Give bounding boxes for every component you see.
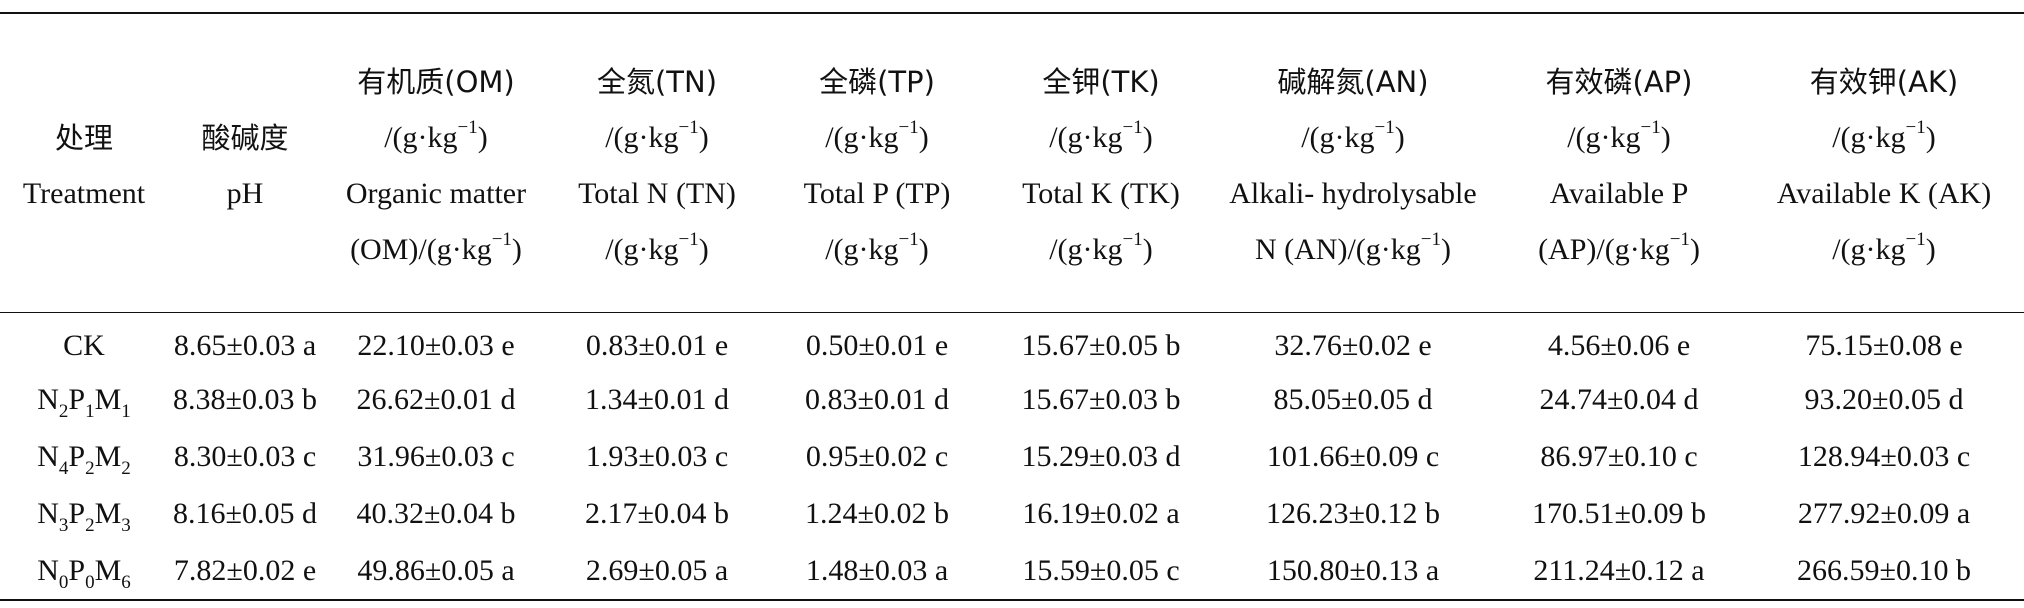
treatment-cell: N3P2M3 [37,496,131,536]
header-cn-label: 有机质(OM) [357,65,515,99]
header-unit-line: /(g·kg−1) [1049,117,1153,154]
value-cell: 7.82±0.02 e [168,542,322,601]
header-en-label: Available K (AK) [1776,177,1992,210]
soil-properties-table: 处理 Treatment 酸碱度 pH 有机质(OM) /(g·kg−1) Or… [0,12,2024,601]
value-cell: 0.83±0.01 d [805,382,949,416]
header-unit-line: /(g·kg−1) [1301,117,1405,154]
value-cell: 2.17±0.04 b [585,496,729,530]
value-cell: 16.19±0.02 a [1022,496,1180,530]
header-cn-label: 有效磷(AP) [1545,65,1693,99]
value-cell: 31.96±0.03 c [357,439,515,473]
header-unit-line: /(g·kg−1) [1832,229,1936,266]
header-unit-line: /(g·kg−1) [605,117,709,154]
value-cell: 0.83±0.01 e [585,329,729,362]
value-cell: 0.95±0.02 c [805,439,949,473]
table-row: N2P1M1 8.38±0.03 b 26.62±0.01 d 1.34±0.0… [0,371,2024,428]
value-cell: 211.24±0.12 a [1494,542,1744,601]
header-om: 有机质(OM) /(g·kg−1) Organic matter (OM)/(g… [322,12,550,313]
value-cell: 85.05±0.05 d [1273,382,1433,416]
header-unit-line: /(g·kg−1) [1567,117,1671,154]
value-cell: 266.59±0.10 b [1744,542,2024,601]
value-cell: 126.23±0.12 b [1266,496,1440,530]
treatment-cell: N2P1M1 [37,382,131,422]
value-cell: 101.66±0.09 c [1266,439,1440,473]
treatment-cell: N4P2M2 [37,439,131,479]
header-tp: 全磷(TP) /(g·kg−1) Total P (TP) /(g·kg−1) [764,12,990,313]
value-cell: 15.67±0.05 b [1021,329,1181,362]
table-row: N0P0M6 7.82±0.02 e 49.86±0.05 a 2.69±0.0… [0,542,2024,601]
header-unit-line: (AP)/(g·kg−1) [1538,229,1700,266]
value-cell: 32.76±0.02 e [1274,329,1432,362]
value-cell: 75.15±0.08 e [1805,329,1963,362]
header-tk: 全钾(TK) /(g·kg−1) Total K (TK) /(g·kg−1) [990,12,1212,313]
value-cell: 4.56±0.06 e [1547,329,1691,362]
header-unit-line: (OM)/(g·kg−1) [350,229,522,266]
value-cell: 40.32±0.04 b [356,496,516,530]
header-unit-line: /(g·kg−1) [825,229,929,266]
header-an: 碱解氮(AN) /(g·kg−1) Alkali- hydrolysable N… [1212,12,1494,313]
header-unit-line: /(g·kg−1) [825,117,929,154]
header-tn: 全氮(TN) /(g·kg−1) Total N (TN) /(g·kg−1) [550,12,764,313]
header-en-label: Total P (TP) [803,177,951,210]
value-cell: 49.86±0.05 a [322,542,550,601]
value-cell: 8.30±0.03 c [173,439,317,473]
value-cell: 22.10±0.03 e [357,329,515,362]
table-row: N4P2M2 8.30±0.03 c 31.96±0.03 c 1.93±0.0… [0,428,2024,485]
header-cn-label: 碱解氮(AN) [1277,65,1429,99]
treatment-cell: CK [63,329,105,362]
value-cell: 170.51±0.09 b [1532,496,1706,530]
header-ak: 有效钾(AK) /(g·kg−1) Available K (AK) /(g·k… [1744,12,2024,313]
header-cn-label: 全氮(TN) [596,65,718,99]
value-cell: 1.93±0.03 c [585,439,729,473]
header-en-label: pH [226,177,264,210]
header-cn-label: 全钾(TK) [1042,65,1160,99]
table-header-row: 处理 Treatment 酸碱度 pH 有机质(OM) /(g·kg−1) Or… [0,12,2024,313]
header-cn-label: 酸碱度 [201,121,289,155]
value-cell: 1.48±0.03 a [764,542,990,601]
header-unit-line: N (AN)/(g·kg−1) [1254,229,1451,266]
value-cell: 277.92±0.09 a [1797,496,1971,530]
value-cell: 8.16±0.05 d [173,496,317,530]
header-unit-line: /(g·kg−1) [605,229,709,266]
table-row: CK 8.65±0.03 a 22.10±0.03 e 0.83±0.01 e … [0,313,2024,372]
header-en-label: Total K (TK) [1022,177,1180,210]
header-en-label: Alkali- hydrolysable [1229,177,1477,210]
header-cn-label: 处理 [54,121,113,155]
header-en-label: Organic matter [345,177,527,210]
value-cell: 93.20±0.05 d [1804,382,1964,416]
header-unit-line: /(g·kg−1) [384,117,488,154]
value-cell: 24.74±0.04 d [1539,382,1699,416]
table-row: N3P2M3 8.16±0.05 d 40.32±0.04 b 2.17±0.0… [0,485,2024,542]
header-unit-line: /(g·kg−1) [1049,229,1153,266]
header-treatment: 处理 Treatment [0,12,168,313]
header-cn-label: 全磷(TP) [819,65,935,99]
value-cell: 8.65±0.03 a [173,329,317,362]
header-unit-line: /(g·kg−1) [1832,117,1936,154]
value-cell: 26.62±0.01 d [356,382,516,416]
value-cell: 0.50±0.01 e [805,329,949,362]
treatment-cell: N0P0M6 [0,542,168,601]
value-cell: 1.34±0.01 d [585,382,729,416]
value-cell: 128.94±0.03 c [1797,439,1971,473]
value-cell: 15.67±0.03 b [1021,382,1181,416]
header-ph: 酸碱度 pH [168,12,322,313]
value-cell: 15.59±0.05 c [990,542,1212,601]
header-ap: 有效磷(AP) /(g·kg−1) Available P (AP)/(g·kg… [1494,12,1744,313]
value-cell: 8.38±0.03 b [173,382,317,416]
header-cn-label: 有效钾(AK) [1809,65,1959,99]
value-cell: 86.97±0.10 c [1540,439,1698,473]
value-cell: 1.24±0.02 b [805,496,949,530]
value-cell: 150.80±0.13 a [1212,542,1494,601]
header-en-label: Treatment [22,177,146,210]
header-en-label: Available P [1549,177,1689,210]
value-cell: 15.29±0.03 d [1021,439,1181,473]
header-en-label: Total N (TN) [578,177,736,210]
value-cell: 2.69±0.05 a [550,542,764,601]
